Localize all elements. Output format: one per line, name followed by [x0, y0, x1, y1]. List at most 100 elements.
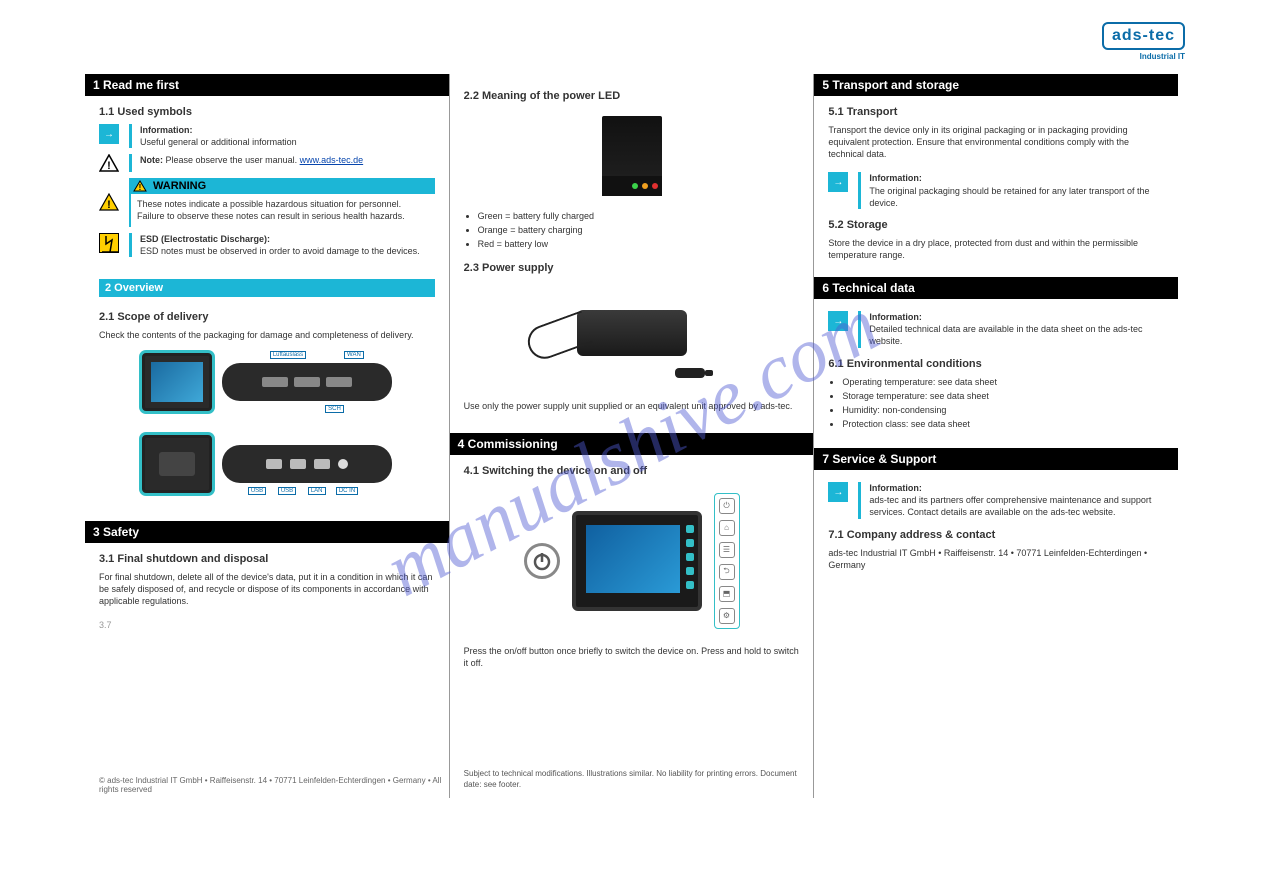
warning-triangle-white-icon: ! [99, 154, 121, 172]
heading-onoff: 4.1 Switching the device on and off [464, 465, 800, 477]
panel-button-icon: ☰ [719, 542, 735, 558]
heading-disposal: 3.1 Final shutdown and disposal [99, 553, 435, 565]
tablet-big-illustration [572, 511, 702, 611]
esd-note-body: ESD notes must be observed in order to a… [140, 246, 420, 256]
arrow-icon: → [828, 172, 850, 192]
panel-button-icon: ⌂ [719, 520, 735, 536]
onoff-body: Press the on/off button once briefly to … [464, 645, 800, 669]
copyright-text: © ads-tec Industrial IT GmbH • Raiffeise… [99, 776, 449, 794]
esd-note-label: ESD (Electrostatic Discharge): [140, 234, 270, 244]
arrow-icon: → [99, 124, 121, 144]
brand-logo-subtitle: Industrial IT [1102, 52, 1185, 61]
heading-51: 5.1 Transport [828, 106, 1164, 118]
note-body: ads-tec and its partners offer comprehen… [869, 495, 1151, 517]
info-note-row: → Information: The original packaging sh… [828, 172, 1164, 208]
list-item: Humidity: non-condensing [842, 404, 1164, 416]
label-usb-1: USB [248, 487, 266, 495]
led-red-icon [652, 183, 658, 189]
section-5-bar: 5 Transport and storage [814, 74, 1178, 96]
esd-note-text: ESD (Electrostatic Discharge): ESD notes… [140, 233, 420, 257]
heading-used-symbols: 1.1 Used symbols [99, 106, 435, 118]
note-text: Information: Detailed technical data are… [869, 311, 1164, 347]
info-note-row: → Information: Useful general or additio… [99, 124, 435, 148]
esd-note-row: ESD (Electrostatic Discharge): ESD notes… [99, 233, 435, 257]
warning-head-text: WARNING [153, 180, 206, 192]
power-icon [524, 543, 560, 579]
svg-text:!: ! [107, 160, 111, 172]
note-accent-bar [129, 154, 132, 172]
warning-triangle-yellow-icon: ! [133, 180, 147, 192]
manual-note-label: Note: [140, 155, 163, 165]
label-dcin: DC IN [336, 487, 358, 495]
button-panel-illustration: ⏻ ⌂ ☰ ⮌ ⬒ ⚙ [714, 493, 740, 629]
arrow-icon: → [828, 482, 850, 502]
column-3: 5 Transport and storage 5.1 Transport Tr… [814, 74, 1178, 798]
section-6-bar: 6 Technical data [814, 277, 1178, 299]
note-text: Information: ads-tec and its partners of… [869, 482, 1164, 518]
note-label: Information: [869, 173, 922, 183]
heading-71: 7.1 Company address & contact [828, 529, 1164, 541]
svg-text:!: ! [139, 183, 142, 192]
label-air-outlet: Luftauslass [270, 351, 306, 359]
info-note-row: → Information: ads-tec and its partners … [828, 482, 1164, 518]
arrow-icon: → [828, 311, 850, 331]
list-item: Protection class: see data sheet [842, 418, 1164, 430]
warning-body-line2: Failure to observe these notes can resul… [137, 210, 429, 222]
note-accent-bar [129, 124, 132, 148]
scope-intro-text: Check the contents of the packaging for … [99, 329, 435, 341]
heading-led-meaning: 2.2 Meaning of the power LED [464, 90, 800, 102]
onoff-illustration-row: ⏻ ⌂ ☰ ⮌ ⬒ ⚙ [464, 493, 800, 629]
list-item: Red = battery low [478, 238, 800, 250]
label-wan: WAN [344, 351, 364, 359]
manual-link[interactable]: www.ads-tec.de [300, 155, 364, 165]
heading-power-supply: 2.3 Power supply [464, 262, 800, 274]
led-green-icon [632, 183, 638, 189]
led-meaning-list: Green = battery fully charged Orange = b… [464, 210, 800, 252]
company-address: ads-tec Industrial IT GmbH • Raiffeisens… [828, 547, 1164, 571]
note-accent-bar [858, 311, 861, 347]
esd-icon [99, 233, 121, 253]
disposal-body: For final shutdown, delete all of the de… [99, 571, 435, 607]
column-1: 1 Read me first 1.1 Used symbols → Infor… [85, 74, 450, 798]
manual-note-text: Note: Please observe the user manual. ww… [140, 154, 363, 166]
environmental-list: Operating temperature: see data sheet St… [828, 376, 1164, 433]
svg-text:!: ! [107, 199, 111, 211]
info-note-label: Information: [140, 125, 193, 135]
tablet-bottom-illustration: USB USB LAN DC IN [222, 445, 392, 483]
manual-note-body: Please observe the user manual. [166, 155, 298, 165]
list-item: Operating temperature: see data sheet [842, 376, 1164, 388]
warning-body-line1: These notes indicate a possible hazardou… [137, 198, 429, 210]
body-52: Store the device in a dry place, protect… [828, 237, 1164, 261]
panel-button-icon: ⚙ [719, 608, 735, 624]
led-orange-icon [642, 183, 648, 189]
fine-print-text: Subject to technical modifications. Illu… [464, 769, 800, 790]
page-layout: 1 Read me first 1.1 Used symbols → Infor… [85, 74, 1178, 798]
brand-logo: ads-tec [1102, 22, 1185, 50]
manual-note-row: ! Note: Please observe the user manual. … [99, 154, 435, 172]
power-body: Use only the power supply unit supplied … [464, 400, 800, 412]
heading-scope: 2.1 Scope of delivery [99, 311, 435, 323]
label-lan: LAN [308, 487, 326, 495]
section-4-bar: 4 Commissioning [450, 433, 814, 455]
note-label: Information: [869, 312, 922, 322]
note-body: Detailed technical data are available in… [869, 324, 1142, 346]
device-views-row-1: Luftauslass WAN SCH [99, 353, 435, 411]
note-accent-bar [858, 172, 861, 208]
list-item: Orange = battery charging [478, 224, 800, 236]
info-note-row: → Information: Detailed technical data a… [828, 311, 1164, 347]
label-usb-2: USB [278, 487, 296, 495]
tablet-front-illustration [142, 353, 212, 411]
column-2: 2.2 Meaning of the power LED Green = bat… [450, 74, 815, 798]
panel-button-icon: ⮌ [719, 564, 735, 580]
panel-button-icon: ⬒ [719, 586, 735, 602]
body-51: Transport the device only in its origina… [828, 124, 1164, 160]
list-item: Green = battery fully charged [478, 210, 800, 222]
note-body: The original packaging should be retaine… [869, 186, 1149, 208]
warning-heading: ! WARNING [129, 178, 435, 194]
label-sch: SCH [325, 405, 344, 413]
section-3-bar: 3 Safety [85, 521, 449, 543]
warning-box: ! WARNING These notes indicate a possibl… [129, 178, 435, 226]
panel-button-icon: ⏻ [719, 498, 735, 514]
note-accent-bar [858, 482, 861, 518]
warning-block: ! ! WARNING These notes indicate a possi… [99, 178, 435, 226]
